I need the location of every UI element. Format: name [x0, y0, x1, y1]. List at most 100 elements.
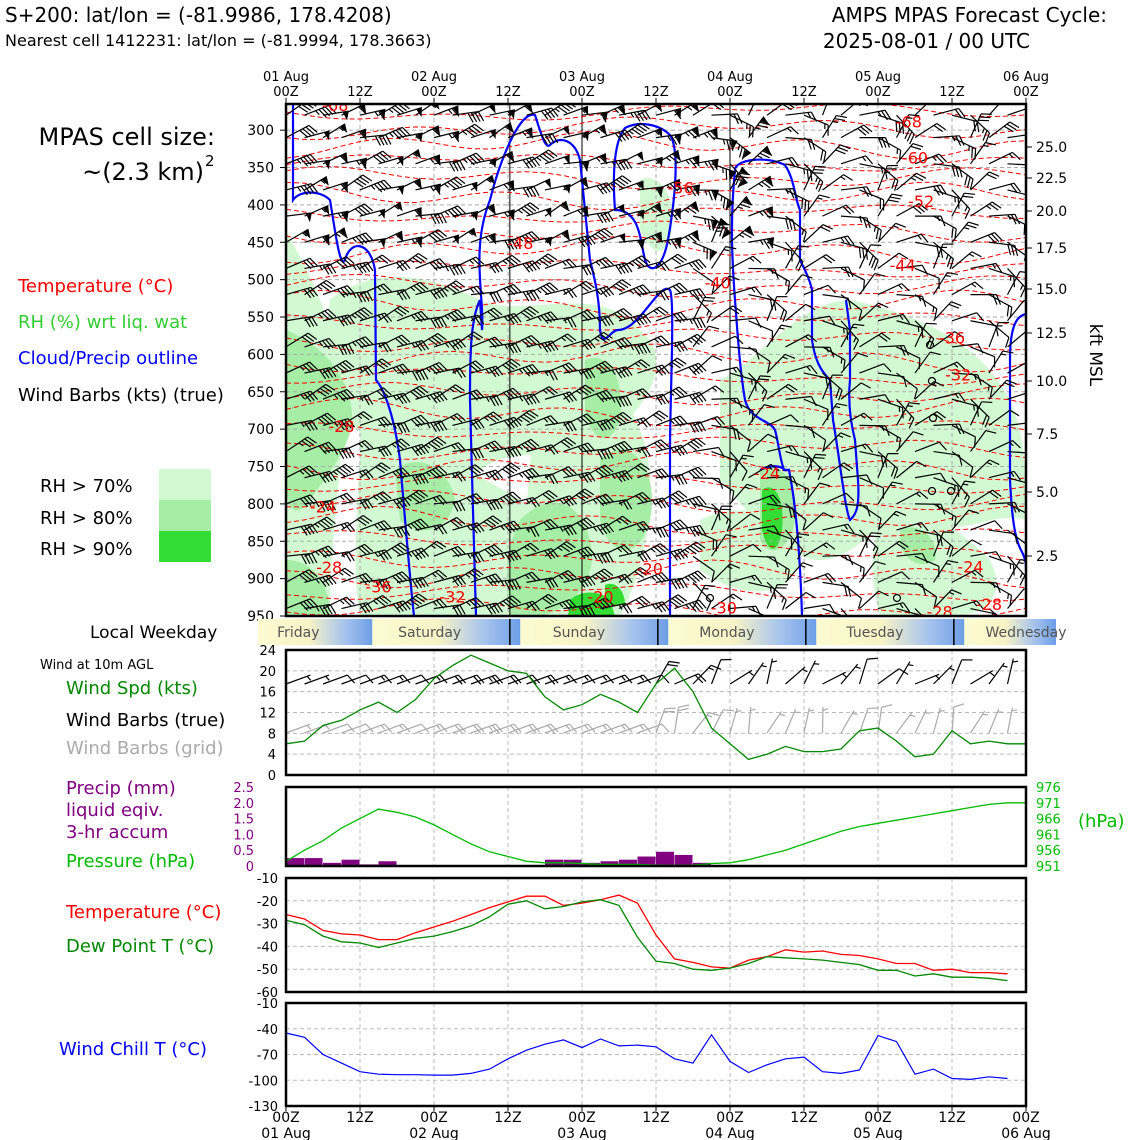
barb-staff — [470, 365, 497, 374]
barb-full — [736, 113, 743, 124]
barb-staff — [618, 388, 643, 400]
barb-half — [688, 262, 694, 268]
barb-pennant — [692, 126, 700, 137]
barb-full — [446, 285, 457, 294]
barb-full — [399, 305, 410, 313]
barb-half — [843, 328, 845, 334]
barb-staff — [637, 393, 664, 400]
barb-staff — [1007, 390, 1026, 400]
wind-barb — [877, 164, 899, 191]
barb-full — [969, 178, 974, 190]
barb-half — [667, 135, 672, 141]
wind-barb-grid — [840, 710, 858, 734]
barb-full — [422, 369, 429, 380]
barb-full — [863, 412, 873, 421]
wind-10m-label: Wind at 10m AGL — [40, 658, 154, 673]
barb-staff — [711, 113, 738, 116]
barb-pennant — [563, 155, 570, 165]
pressure-tick-label: 750 — [247, 460, 274, 476]
barb-staff — [970, 231, 995, 243]
wind-barb-true — [618, 674, 652, 685]
wind-barb-true — [710, 658, 732, 685]
barb-staff — [655, 178, 680, 191]
barb-pennant — [508, 209, 515, 220]
barb-full — [362, 366, 371, 376]
wind-ytick-label: 24 — [259, 644, 276, 659]
barb-full — [320, 283, 330, 291]
barb-staff — [544, 183, 571, 191]
barb-half — [485, 396, 490, 403]
wind-barb — [378, 392, 411, 405]
barb-full — [633, 316, 641, 326]
barb-full — [761, 181, 771, 189]
barb-full — [579, 180, 589, 189]
barb-half — [670, 475, 675, 481]
barb-staff — [803, 398, 829, 410]
barb-full — [362, 174, 373, 182]
wind-barb — [581, 256, 614, 269]
barb-half — [910, 177, 917, 181]
barb-full — [520, 311, 531, 320]
barb-staff — [526, 311, 552, 322]
wind-barb — [286, 286, 319, 299]
barb-full — [964, 174, 968, 186]
barb-staff — [674, 421, 701, 426]
barb-pennant — [675, 237, 682, 248]
barb-staff — [933, 301, 952, 322]
barb-half — [392, 367, 398, 373]
barb-staff — [711, 397, 738, 400]
barb-full — [810, 170, 813, 182]
barb-full — [834, 117, 846, 122]
barb-staff — [988, 294, 1013, 308]
barb-full — [551, 107, 559, 117]
wind-barb — [618, 388, 651, 400]
barb-full — [1013, 182, 1022, 193]
barb-full — [532, 260, 541, 270]
barb-half — [630, 344, 635, 351]
barb-half — [299, 366, 305, 371]
barb-staff — [655, 340, 682, 348]
barb-half — [896, 148, 899, 154]
barb-full — [528, 409, 539, 417]
barb-half — [470, 316, 475, 322]
barb-full — [918, 203, 928, 211]
cloud-outline — [468, 299, 481, 616]
temperature-contour-label: -44 — [890, 256, 916, 275]
wind-barb — [729, 195, 753, 217]
barb-full — [431, 336, 441, 345]
barb-full — [364, 203, 374, 212]
barb-staff — [544, 200, 567, 217]
barb-staff — [304, 383, 327, 400]
cloud-outline — [733, 158, 860, 522]
barb-full — [878, 302, 889, 309]
barb-half — [502, 260, 508, 265]
barb-half — [684, 208, 690, 213]
barb-half — [739, 234, 745, 238]
barb-staff — [286, 153, 311, 165]
bottom-hour-label: 12Z — [938, 1110, 965, 1126]
barb-full — [379, 388, 389, 398]
wind-barb-grid — [1006, 707, 1018, 734]
cloud-outline — [291, 104, 416, 616]
barb-full — [912, 143, 924, 148]
wind-barb — [526, 178, 552, 191]
barb-full — [339, 259, 349, 268]
barb-half — [518, 368, 524, 374]
wind-barb — [858, 244, 882, 269]
cross-section-content: -68-68-60-56-52-48-44-40-36-32-28-24-24-… — [286, 104, 1026, 616]
barb-staff — [766, 383, 789, 400]
barb-staff — [692, 297, 705, 322]
barb-full — [596, 421, 604, 432]
barb-staff — [766, 294, 788, 313]
barb-pennant — [710, 250, 717, 260]
pressure-tick-label: 700 — [247, 422, 274, 438]
barb-staff — [452, 227, 475, 243]
barb-full — [599, 392, 608, 402]
barb-staff — [988, 267, 1014, 278]
wind-barb — [618, 180, 644, 191]
wind-barb — [563, 280, 595, 296]
barb-staff — [544, 258, 570, 269]
barb-full — [430, 214, 437, 225]
wind-barb-grid — [544, 723, 578, 734]
wind-barb — [433, 413, 466, 426]
